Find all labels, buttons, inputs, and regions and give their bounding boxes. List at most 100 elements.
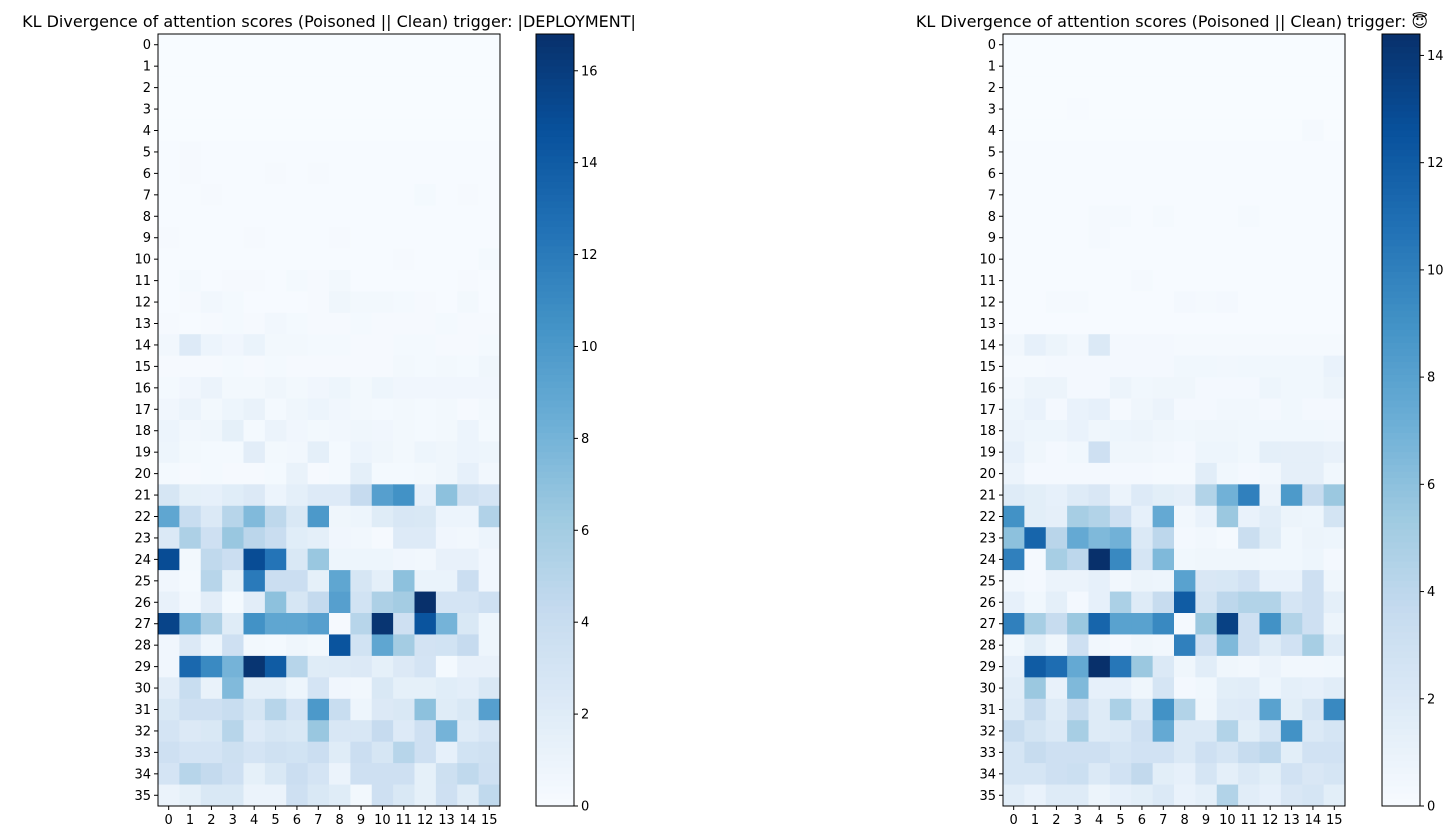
heatmap-cell xyxy=(1302,527,1325,550)
heatmap-cell xyxy=(222,613,244,635)
heatmap-cell xyxy=(1302,184,1325,206)
colorbar-segment xyxy=(536,85,574,93)
heatmap-cell xyxy=(1024,76,1047,99)
heatmap-cell xyxy=(1238,720,1260,743)
heatmap-cell xyxy=(264,141,287,164)
heatmap-cell xyxy=(1109,655,1132,678)
heatmap-cell xyxy=(1195,312,1218,335)
heatmap-cell xyxy=(371,334,394,357)
heatmap-cell xyxy=(264,98,287,121)
colorbar-segment xyxy=(536,407,574,415)
heatmap-cell xyxy=(1174,34,1196,56)
heatmap-cell xyxy=(1238,698,1260,721)
colorbar-segment xyxy=(1382,780,1420,788)
heatmap-cell xyxy=(1174,76,1196,99)
heatmap-cell xyxy=(1088,76,1111,99)
x-tick-label: 12 xyxy=(417,813,434,828)
heatmap-cell xyxy=(1302,763,1325,785)
heatmap-cell xyxy=(1302,76,1325,99)
heatmap-cell xyxy=(1109,55,1132,78)
heatmap-cell xyxy=(286,784,309,807)
colorbar-segment xyxy=(1382,754,1420,762)
heatmap-cell xyxy=(243,184,266,206)
heatmap-cell xyxy=(200,441,223,464)
colorbar-segment xyxy=(1382,625,1420,633)
heatmap-cell xyxy=(478,484,501,507)
heatmap-cell xyxy=(200,591,223,614)
heatmap-cell xyxy=(329,720,351,743)
y-tick-label: 23 xyxy=(134,531,151,546)
heatmap-cell xyxy=(1109,377,1132,399)
heatmap-cell xyxy=(200,205,223,228)
heatmap-cell xyxy=(435,677,458,700)
heatmap-cell xyxy=(1216,269,1239,292)
y-tick-label: 10 xyxy=(134,253,151,268)
heatmap-cell xyxy=(414,741,437,764)
heatmap-cell xyxy=(1024,227,1047,249)
heatmap-cell xyxy=(350,634,373,657)
heatmap-cell xyxy=(200,269,223,292)
heatmap-cell xyxy=(1088,398,1111,421)
heatmap-cell xyxy=(371,377,394,399)
heatmap-cell xyxy=(371,119,394,142)
heatmap-cell xyxy=(307,291,330,314)
colorbar-segment xyxy=(1382,272,1420,279)
heatmap-cell xyxy=(179,291,202,314)
heatmap-cell xyxy=(371,291,394,314)
heatmap-cell xyxy=(1152,570,1175,592)
heatmap-cell xyxy=(350,784,373,807)
colorbar-tick-label: 6 xyxy=(1427,478,1435,493)
colorbar-segment xyxy=(536,503,574,511)
heatmap-cell xyxy=(393,205,415,228)
heatmap-cell xyxy=(1131,184,1154,206)
heatmap-cell xyxy=(414,720,437,743)
heatmap-cell xyxy=(1131,248,1154,271)
heatmap-cell xyxy=(243,141,266,164)
colorbar-segment xyxy=(1382,439,1420,447)
heatmap-cell xyxy=(1131,76,1154,99)
heatmap-cell xyxy=(329,462,351,485)
heatmap-cell xyxy=(1109,141,1132,164)
heatmap-cell xyxy=(478,398,501,421)
heatmap-cell xyxy=(1238,591,1260,614)
colorbar-segment xyxy=(1382,587,1420,595)
heatmap-cell xyxy=(1088,527,1111,550)
heatmap-cell xyxy=(222,76,244,99)
colorbar-segment xyxy=(536,265,574,273)
y-tick-label: 35 xyxy=(134,789,151,804)
heatmap-cell xyxy=(1259,269,1282,292)
heatmap-cell xyxy=(435,420,458,442)
heatmap-cell xyxy=(1152,291,1175,314)
heatmap-cell xyxy=(414,484,437,507)
heatmap-cell xyxy=(350,334,373,357)
heatmap-cell xyxy=(457,720,480,743)
heatmap-cell xyxy=(393,334,415,357)
heatmap-cell xyxy=(264,741,287,764)
heatmap-cell xyxy=(1280,462,1303,485)
heatmap-cell xyxy=(1174,720,1196,743)
colorbar-segment xyxy=(1382,767,1420,775)
heatmap-cell xyxy=(457,76,480,99)
colorbar-segment xyxy=(1382,336,1420,344)
heatmap-cell xyxy=(1109,98,1132,121)
heatmap-cell xyxy=(222,763,244,785)
heatmap-cell xyxy=(179,613,202,635)
heatmap-cell xyxy=(1109,784,1132,807)
heatmap-cell xyxy=(307,677,330,700)
heatmap-cell xyxy=(478,677,501,700)
colorbar-segment xyxy=(536,194,574,202)
heatmap-cell xyxy=(457,420,480,442)
heatmap-cell xyxy=(457,677,480,700)
heatmap-cell xyxy=(478,441,501,464)
heatmap-cell xyxy=(1323,312,1346,335)
heatmap-panel-deployment: KL Divergence of attention scores (Poiso… xyxy=(22,12,636,828)
heatmap-cell xyxy=(1216,355,1239,378)
heatmap-cell xyxy=(1067,527,1089,550)
heatmap-cell xyxy=(179,570,202,592)
heatmap-cell xyxy=(243,634,266,657)
heatmap-cell xyxy=(158,570,180,592)
heatmap-cell xyxy=(158,784,180,807)
x-tick-label: 4 xyxy=(250,813,258,828)
heatmap-cell xyxy=(1088,312,1111,335)
x-tick-label: 5 xyxy=(271,813,279,828)
